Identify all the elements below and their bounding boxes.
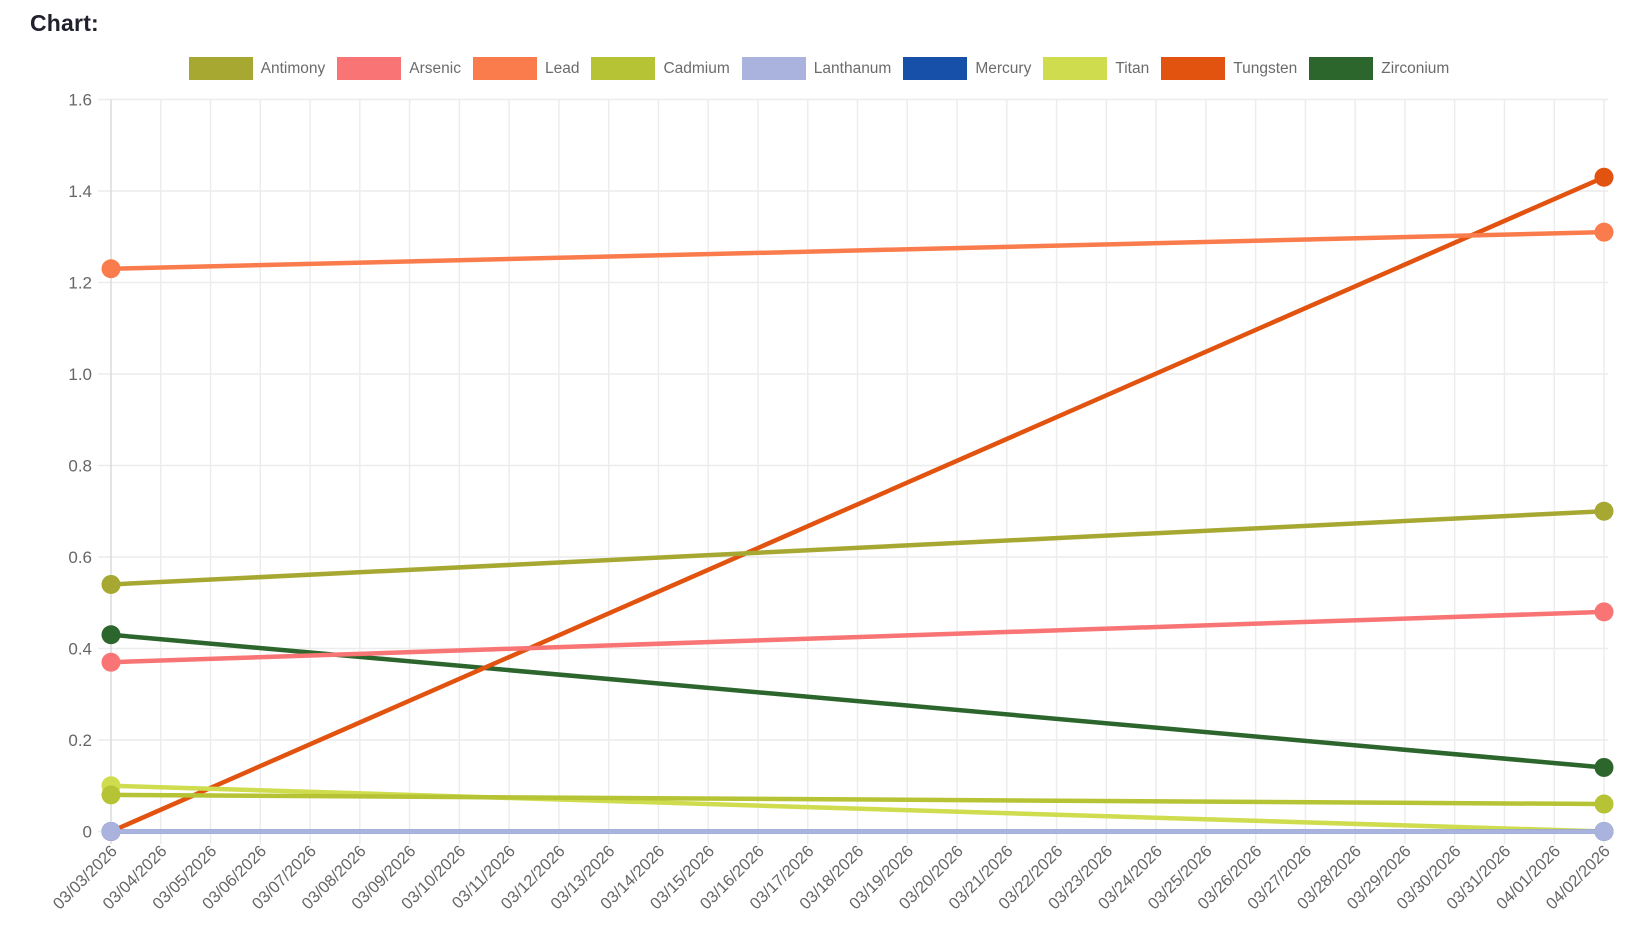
- legend-item-tungsten[interactable]: Tungsten: [1161, 57, 1297, 80]
- data-point-arsenic-start[interactable]: [101, 652, 121, 672]
- legend-item-antimony[interactable]: Antimony: [188, 57, 326, 80]
- legend-label: Zirconium: [1381, 59, 1450, 77]
- y-tick-label: 0.6: [68, 548, 92, 567]
- y-tick-label: 0.4: [68, 640, 92, 659]
- series-line-titan[interactable]: [110, 783, 1605, 834]
- series-line-arsenic[interactable]: [110, 609, 1605, 665]
- data-point-zirconium-start[interactable]: [101, 625, 121, 645]
- legend-swatch-lanthanum: [741, 57, 806, 80]
- y-tick-label: 0.2: [68, 731, 92, 750]
- legend-swatch-cadmium: [591, 57, 656, 80]
- y-tick-label: 1.2: [68, 274, 92, 293]
- legend-swatch-arsenic: [337, 57, 402, 80]
- data-point-arsenic-end[interactable]: [1594, 602, 1614, 622]
- series-line-tungsten[interactable]: [110, 175, 1605, 834]
- legend-swatch-antimony: [188, 57, 253, 80]
- chart-title: Chart:: [30, 10, 99, 36]
- series-line-antimony[interactable]: [110, 509, 1605, 587]
- legend-label: Titan: [1115, 59, 1150, 77]
- data-point-antimony-start[interactable]: [101, 574, 121, 594]
- legend-swatch-tungsten: [1161, 57, 1226, 80]
- legend-item-cadmium[interactable]: Cadmium: [591, 57, 730, 80]
- series-line-cadmium[interactable]: [110, 792, 1605, 807]
- legend-swatch-lead: [472, 57, 537, 80]
- y-tick-label: 1.4: [68, 182, 92, 201]
- y-tick-label: 1.0: [68, 365, 92, 384]
- series-line-lead[interactable]: [110, 229, 1605, 272]
- y-tick-label: 1.6: [68, 91, 92, 110]
- legend-item-lanthanum[interactable]: Lanthanum: [741, 57, 892, 80]
- data-point-lanthanum-end[interactable]: [1594, 822, 1614, 841]
- legend-label: Mercury: [975, 59, 1032, 77]
- data-point-antimony-end[interactable]: [1594, 501, 1614, 521]
- series-line-zirconium[interactable]: [110, 632, 1605, 770]
- legend-label: Arsenic: [409, 59, 461, 77]
- data-point-lanthanum-start[interactable]: [101, 822, 121, 841]
- data-point-lead-end[interactable]: [1594, 222, 1614, 242]
- y-tick-label: 0: [83, 823, 92, 842]
- data-point-cadmium-start[interactable]: [101, 785, 121, 805]
- legend-item-zirconium[interactable]: Zirconium: [1309, 57, 1449, 80]
- legend-swatch-mercury: [903, 57, 968, 80]
- legend-item-arsenic[interactable]: Arsenic: [337, 57, 461, 80]
- data-point-lead-start[interactable]: [101, 259, 121, 279]
- legend-swatch-zirconium: [1309, 57, 1374, 80]
- legend-label: Tungsten: [1233, 59, 1298, 77]
- chart-legend: Antimony Arsenic Lead Cadmium Lanthanum Mercu…: [0, 57, 1638, 80]
- data-point-tungsten-end[interactable]: [1594, 167, 1614, 187]
- legend-item-mercury[interactable]: Mercury: [903, 57, 1031, 80]
- legend-item-lead[interactable]: Lead: [472, 57, 580, 80]
- legend-label: Cadmium: [663, 59, 730, 77]
- legend-item-titan[interactable]: Titan: [1043, 57, 1149, 80]
- data-point-cadmium-end[interactable]: [1594, 794, 1614, 814]
- data-point-zirconium-end[interactable]: [1594, 757, 1614, 777]
- legend-label: Antimony: [260, 59, 326, 77]
- legend-label: Lead: [544, 59, 580, 77]
- legend-swatch-titan: [1043, 57, 1108, 80]
- y-tick-label: 0.8: [68, 457, 92, 476]
- legend-label: Lanthanum: [813, 59, 892, 77]
